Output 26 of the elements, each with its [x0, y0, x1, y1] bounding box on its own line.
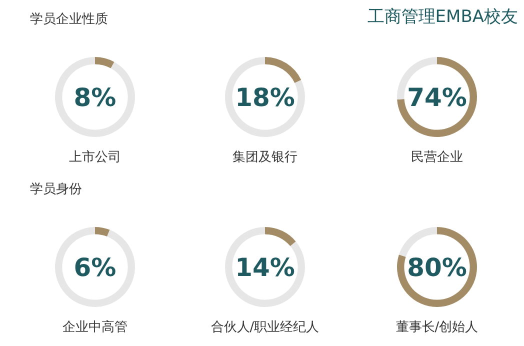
donut-slice	[55, 227, 135, 307]
text: 上市公司	[69, 150, 121, 165]
donut-slice	[95, 57, 114, 68]
donut-slice	[398, 227, 437, 257]
text: 集团及银行	[232, 150, 298, 165]
text: 18%	[235, 83, 295, 112]
donut-slice	[225, 227, 305, 307]
text: 14%	[235, 253, 295, 282]
donut-slice	[225, 57, 305, 137]
chart-subtitle: 学员企业性质	[30, 12, 108, 27]
donut-slice	[95, 227, 110, 237]
donut-slice	[397, 227, 477, 307]
text: 董事长/创始人	[396, 320, 478, 335]
text: 74%	[407, 83, 467, 112]
text: 80%	[407, 253, 467, 282]
donut-slice	[265, 57, 302, 84]
text: 民营企业	[411, 150, 463, 165]
donut-slice	[265, 227, 296, 246]
donut-slice	[397, 57, 477, 137]
donut-slice	[55, 57, 135, 137]
text: 企业中高管	[62, 319, 128, 335]
text: 合伙人/职业经纪人	[210, 320, 320, 335]
text: 工商管理EMBA校友	[367, 7, 518, 27]
text: 8%	[74, 83, 116, 112]
text: 6%	[74, 253, 116, 282]
chart-subtitle: 学员身份	[30, 182, 82, 197]
